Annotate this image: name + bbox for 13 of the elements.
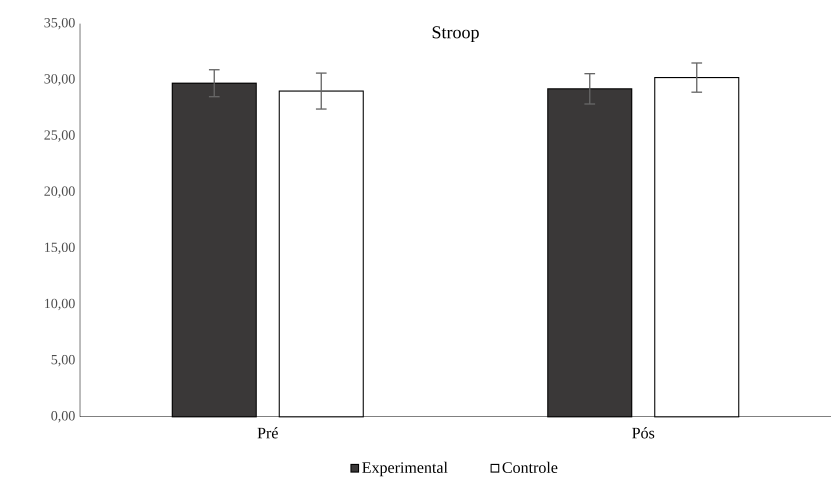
y-tick-label: 35,00 (44, 18, 75, 30)
legend-label: Controle (502, 462, 558, 473)
y-tick-label: 30,00 (44, 74, 75, 86)
y-tick-label: 15,00 (45, 242, 75, 254)
y-tick-label: 20,00 (44, 186, 75, 198)
y-tick-label: 0,00 (51, 411, 75, 423)
x-tick-label: Pós (632, 427, 654, 438)
chart-title: Stroop (432, 26, 479, 42)
y-tick-label: 25,00 (44, 130, 75, 142)
y-tick-label: 10,00 (45, 298, 75, 310)
y-tick-label: 5,00 (52, 354, 75, 366)
x-tick-label: Pré (258, 427, 278, 438)
legend-label: Experimental (362, 462, 448, 476)
